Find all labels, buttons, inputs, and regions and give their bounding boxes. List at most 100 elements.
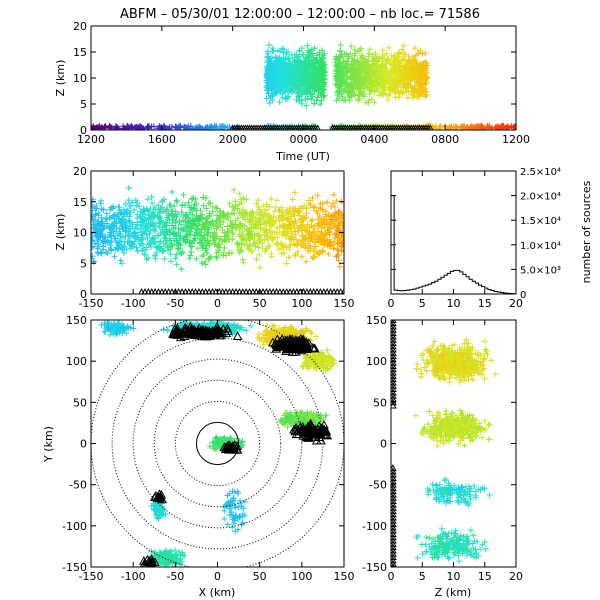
source-marker [118,260,125,267]
source-marker [391,57,398,64]
source-marker [169,222,176,229]
source-marker [283,51,290,58]
source-marker [197,124,204,130]
source-marker [91,253,96,260]
station-marker [299,124,306,130]
source-marker [252,214,259,221]
time-height-xlabel: Time (UT) [275,150,330,163]
source-marker [174,198,181,205]
station-marker [246,124,253,130]
source-marker [140,206,147,213]
source-marker [288,230,295,237]
source-marker [362,69,369,76]
source-marker [369,51,376,58]
source-marker [163,238,170,245]
source-marker [159,224,166,231]
source-marker [270,228,277,235]
source-marker [413,88,420,95]
station-marker [397,124,404,130]
source-marker [308,235,315,242]
source-marker [166,226,173,233]
source-marker [212,239,219,246]
source-marker [416,75,423,82]
source-marker [216,123,223,130]
source-marker [299,89,306,96]
source-marker [176,218,183,225]
source-marker [311,203,318,210]
source-marker [179,248,186,255]
source-marker [266,100,273,107]
source-marker [180,226,187,233]
station-marker [374,124,381,130]
source-marker [161,228,168,235]
source-marker [279,90,286,97]
source-marker [368,63,375,70]
source-marker [313,410,320,417]
source-marker [264,87,271,94]
source-marker [136,203,143,210]
station-marker [306,124,313,130]
source-marker [152,206,159,213]
station-marker [354,124,362,130]
source-marker [358,45,365,52]
source-marker [321,364,328,371]
source-marker [314,72,321,79]
station-marker [337,124,345,130]
source-marker [384,79,391,86]
source-marker [396,49,403,56]
source-marker [187,240,194,247]
source-marker [361,74,368,81]
station-marker [420,124,428,130]
station-marker [340,288,344,294]
x-tick-label: 10 [447,297,461,310]
source-marker [254,334,261,341]
source-marker [368,87,375,94]
source-marker [120,206,127,213]
source-marker [138,221,145,228]
source-marker [163,220,170,227]
source-marker [336,214,343,221]
source-marker [325,353,332,360]
source-marker [180,235,187,242]
source-marker [120,219,127,226]
source-marker [236,221,243,228]
source-marker [168,211,175,218]
source-marker [102,216,109,223]
source-marker [362,56,369,63]
figure-title: ABFM – 05/30/01 12:00:00 – 12:00:00 – nb… [120,7,480,22]
source-marker [412,68,419,75]
source-marker [205,256,212,263]
source-marker [287,324,294,331]
source-marker [375,81,382,88]
source-marker [289,420,296,427]
source-marker [340,65,347,72]
source-marker [244,231,251,238]
source-marker [302,79,309,86]
source-marker [338,91,345,98]
source-marker [186,255,193,262]
station-marker [263,124,270,130]
source-marker [324,347,331,354]
source-marker [249,208,256,215]
source-marker [338,236,344,243]
source-marker [146,230,153,237]
station-marker [412,124,419,130]
source-marker [92,211,99,218]
source-marker [125,197,132,204]
source-marker [316,213,323,220]
source-marker [188,243,195,250]
station-marker [408,124,415,130]
source-marker [445,125,452,130]
source-marker [94,125,101,130]
source-marker [393,71,400,78]
source-marker [307,75,314,82]
source-marker [214,212,221,219]
source-marker [287,62,294,69]
source-marker [158,204,165,211]
source-marker [157,219,164,226]
source-marker [348,83,355,90]
source-marker [110,222,117,229]
source-marker [185,199,192,206]
